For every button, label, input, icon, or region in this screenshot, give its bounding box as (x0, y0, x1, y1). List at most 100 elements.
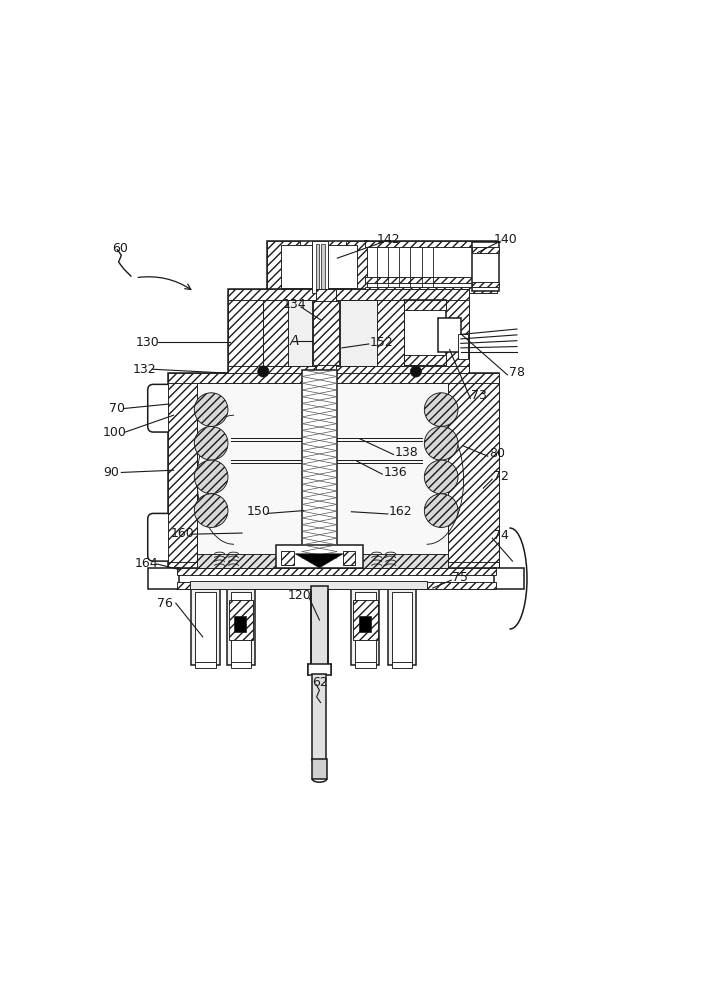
Bar (234, 616, 246, 632)
Bar (168, 373, 499, 572)
Bar (392, 662, 412, 668)
Text: 90: 90 (103, 466, 119, 479)
Bar (313, 301, 339, 365)
Circle shape (194, 494, 228, 527)
Bar (168, 373, 197, 572)
Bar (281, 551, 294, 565)
Bar (403, 300, 446, 310)
Bar (228, 366, 469, 376)
Bar (351, 587, 379, 665)
Bar (227, 587, 255, 665)
Bar (195, 592, 216, 665)
Text: 70: 70 (109, 402, 125, 415)
FancyBboxPatch shape (455, 384, 497, 432)
Text: 76: 76 (156, 597, 172, 610)
Bar (148, 568, 179, 589)
FancyBboxPatch shape (148, 384, 188, 432)
Bar (263, 300, 403, 366)
FancyBboxPatch shape (148, 513, 188, 561)
Bar (458, 334, 468, 359)
Bar (472, 282, 499, 287)
Bar (308, 664, 331, 675)
Polygon shape (295, 554, 343, 568)
Text: 136: 136 (384, 466, 407, 479)
Bar (177, 582, 496, 589)
Bar (494, 568, 523, 589)
Circle shape (424, 426, 458, 460)
Text: 162: 162 (389, 505, 413, 518)
Bar (312, 759, 327, 779)
Bar (191, 587, 219, 665)
Bar (355, 592, 376, 665)
Bar (276, 545, 363, 568)
Text: 73: 73 (471, 389, 487, 402)
Bar (177, 568, 496, 575)
Circle shape (258, 366, 269, 377)
Bar (168, 373, 499, 383)
Text: 140: 140 (493, 233, 517, 246)
Circle shape (424, 494, 458, 527)
Circle shape (194, 393, 228, 426)
Bar (366, 241, 497, 293)
Circle shape (194, 426, 228, 460)
Bar (353, 600, 378, 640)
Text: 120: 120 (288, 589, 312, 602)
Bar (358, 616, 371, 632)
Bar (228, 289, 469, 376)
Text: 60: 60 (111, 242, 127, 255)
Text: 150: 150 (246, 505, 270, 518)
Bar (231, 662, 251, 668)
Text: 130: 130 (135, 336, 159, 349)
Bar (376, 300, 403, 366)
Bar (229, 600, 253, 640)
Bar (321, 244, 325, 291)
Text: 74: 74 (493, 529, 509, 542)
Bar (313, 674, 327, 760)
Bar (197, 554, 448, 568)
Circle shape (424, 460, 458, 494)
Bar (228, 289, 263, 376)
Bar (312, 241, 328, 293)
Bar (195, 662, 216, 668)
Text: 132: 132 (132, 363, 156, 376)
Circle shape (424, 393, 458, 426)
Bar (228, 289, 469, 300)
Bar (267, 241, 300, 292)
Bar (438, 318, 460, 352)
Bar (302, 370, 337, 562)
Text: 142: 142 (376, 233, 400, 246)
Text: 138: 138 (395, 446, 418, 459)
Bar (316, 244, 319, 291)
Text: 78: 78 (508, 366, 524, 379)
Bar (355, 662, 376, 668)
Bar (472, 242, 499, 291)
Text: 160: 160 (171, 527, 195, 540)
Bar (472, 247, 499, 253)
Bar (346, 241, 367, 292)
Text: 62: 62 (312, 676, 328, 689)
Circle shape (411, 366, 421, 377)
Bar (197, 383, 448, 562)
FancyBboxPatch shape (455, 513, 497, 561)
Text: 75: 75 (452, 571, 468, 584)
Circle shape (194, 460, 228, 494)
Bar (312, 300, 340, 366)
Bar (403, 289, 469, 376)
Bar (190, 581, 427, 589)
Text: 80: 80 (489, 447, 505, 460)
Bar (263, 300, 288, 366)
Bar (392, 592, 412, 665)
Bar (403, 300, 446, 365)
Bar (388, 587, 416, 665)
Bar (366, 287, 497, 293)
Bar (366, 277, 497, 283)
Text: 152: 152 (370, 336, 394, 349)
Bar (231, 592, 251, 665)
Bar (168, 562, 499, 572)
Text: A: A (290, 334, 299, 348)
Text: 100: 100 (103, 426, 127, 439)
Bar (267, 241, 369, 292)
Text: 164: 164 (134, 557, 158, 570)
Bar (343, 551, 355, 565)
Bar (281, 245, 312, 288)
